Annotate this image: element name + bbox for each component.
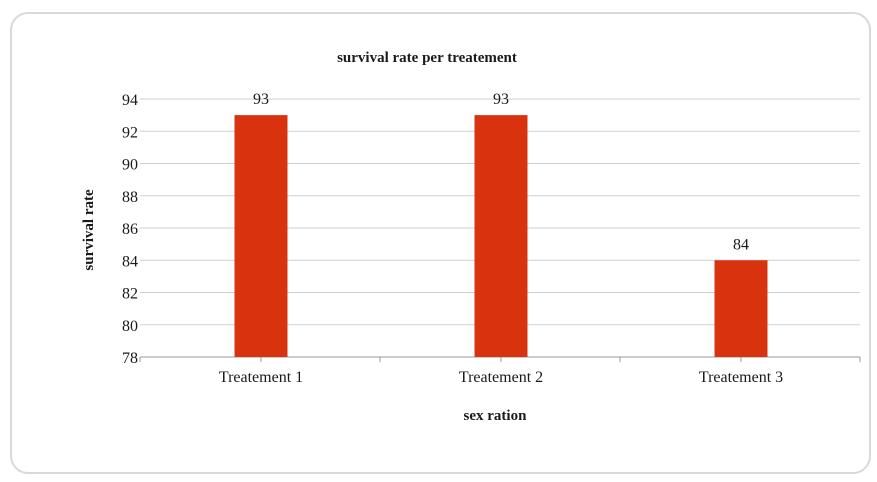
y-tick-label: 78 [122,350,138,367]
data-label: 93 [493,91,509,108]
y-tick-label: 88 [122,189,138,206]
bars [234,115,768,357]
y-tick-label: 80 [122,318,138,335]
x-axis-title: sex ration [464,408,528,424]
y-tick-label: 94 [122,92,138,109]
axes: 78 80 82 84 86 88 90 92 94 Treatement 1 Treatement… [122,92,861,386]
bar-3 [714,260,768,357]
data-label: 93 [253,91,269,108]
data-label: 84 [733,236,749,253]
y-tick-label: 86 [122,221,138,238]
data-labels: 93 93 84 [253,91,749,253]
chart-frame [10,12,871,474]
y-axis-title: survival rate [81,189,97,271]
y-tick-label: 90 [122,157,138,174]
chart-title: survival rate per treatement [337,50,517,66]
y-tick-label: 92 [122,124,138,141]
bar-2 [474,115,528,357]
y-tick-label: 84 [122,253,138,270]
bar-1 [234,115,288,357]
x-tick-label: Treatement 2 [459,369,543,386]
x-tick-label: Treatement 1 [219,369,303,386]
y-tick-label: 82 [122,286,138,303]
x-tick-label: Treatement 3 [699,369,783,386]
